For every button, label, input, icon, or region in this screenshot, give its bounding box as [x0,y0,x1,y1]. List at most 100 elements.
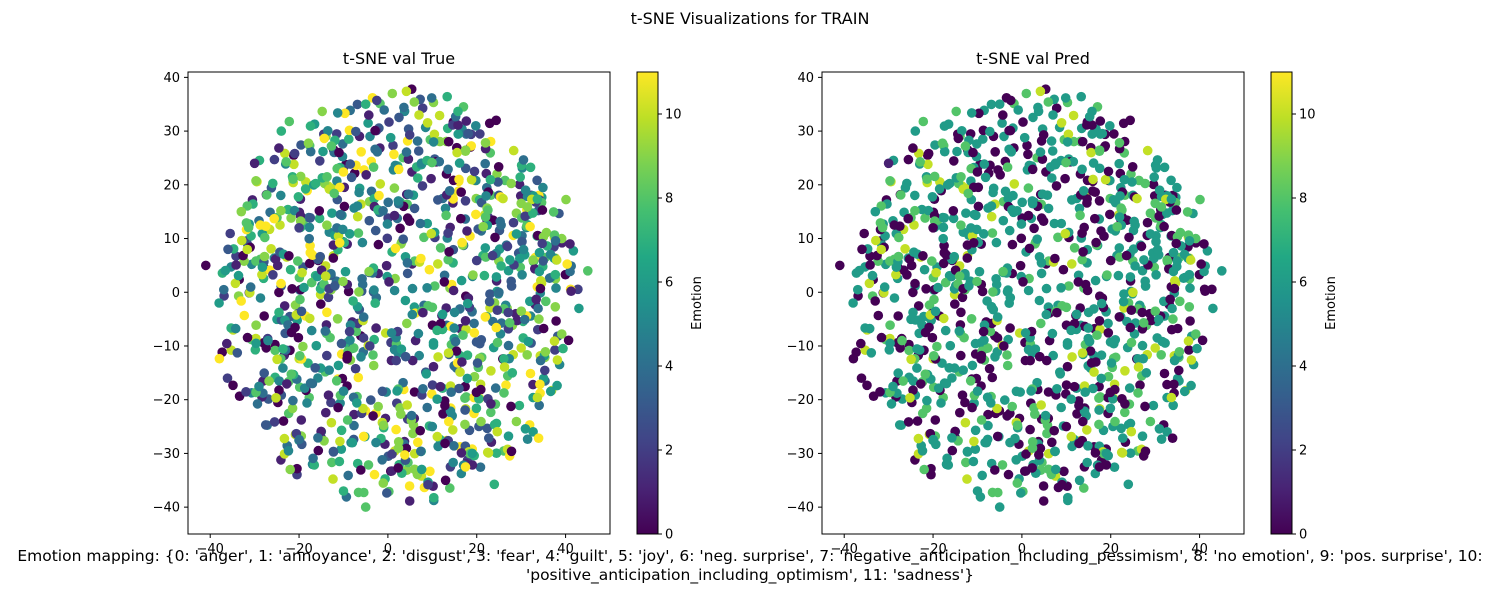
scatter-point [1043,97,1054,107]
scatter-point [957,292,968,303]
scatter-point [404,481,415,491]
scatter-point [997,460,1008,470]
axes-title: t-SNE val Pred [976,49,1090,68]
scatter-point [1154,314,1164,325]
scatter-point [391,424,401,435]
scatter-point [972,276,982,287]
scatter-point [531,294,541,305]
scatter-point [266,244,276,254]
scatter-point [296,140,306,150]
scatter-point [340,266,351,277]
scatter-point [288,174,298,184]
scatter-point [322,307,332,318]
scatter-point [956,307,966,318]
scatter-point [382,233,393,244]
scatter-point [407,283,418,294]
scatter-point [992,403,1002,414]
scatter-point [241,387,251,397]
scatter-point [398,234,409,244]
scatter-point [460,145,471,155]
scatter-point [970,338,981,349]
scatter-point [891,269,901,280]
scatter-point [460,316,471,326]
scatter-point [908,143,918,153]
scatter-point [1002,411,1012,421]
scatter-point [260,420,271,430]
scatter-point [1036,268,1047,279]
scatter-point [323,390,334,401]
scatter-point [957,126,967,136]
scatter-point [383,197,394,208]
scatter-point [219,284,229,295]
scatter-point [1082,285,1093,296]
scatter-point [506,401,516,412]
scatter-point [456,448,467,458]
scatter-point [952,146,962,157]
scatter-point [406,410,417,421]
scatter-point [372,95,382,106]
scatter-point [1145,229,1156,239]
scatter-point [1105,403,1116,414]
figure-suptitle: t-SNE Visualizations for TRAIN [630,9,870,28]
scatter-point [898,376,908,386]
scatter-point [919,264,930,275]
scatter-point [951,106,961,117]
scatter-point [927,192,938,202]
scatter-point [929,171,940,182]
scatter-point [358,333,369,343]
scatter-point [979,159,990,169]
scatter-point [1168,247,1179,258]
scatter-point [1169,379,1179,390]
scatter-point [1120,399,1130,409]
scatter-point [344,326,355,337]
scatter-point [352,201,363,211]
scatter-point [257,269,267,280]
scatter-point [1133,362,1144,372]
scatter-point [1094,393,1104,404]
scatter-point [338,167,349,177]
scatter-point [516,306,527,317]
scatter-point [1172,182,1182,193]
scatter-point [1151,236,1161,247]
scatter-point [504,318,515,328]
scatter-point [522,202,533,212]
scatter-point [1053,232,1063,243]
scatter-point [287,403,298,414]
scatter-point [988,187,998,198]
scatter-point [1027,443,1038,454]
scatter-point [333,402,343,413]
scatter-point [974,108,984,119]
scatter-point [460,393,470,404]
scatter-point [370,225,381,236]
scatter-point [1038,130,1049,140]
scatter-point [471,121,481,131]
scatter-point [1199,239,1209,249]
scatter-point [1061,302,1072,313]
scatter-point [903,417,914,427]
scatter-point [992,312,1003,322]
scatter-point [409,464,420,475]
scatter-point [969,436,979,447]
scatter-point [427,421,438,432]
scatter-point [949,251,959,262]
scatter-point [427,157,437,168]
y-tick-label: 30 [163,125,180,140]
scatter-point [462,298,473,309]
scatter-point [453,120,463,130]
scatter-point [439,277,450,287]
scatter-point [357,279,368,290]
scatter-point [1038,496,1049,506]
scatter-point [1032,234,1042,244]
scatter-point [1118,433,1128,443]
scatter-point [518,244,529,255]
scatter-point [550,345,560,355]
scatter-point [1166,392,1177,403]
scatter-point [928,223,938,233]
scatter-point [848,353,859,364]
scatter-point [965,376,976,386]
scatter-point [448,457,459,468]
scatter-point [404,216,415,226]
scatter-point [220,265,231,276]
scatter-point [274,376,285,386]
scatter-point [958,365,968,376]
